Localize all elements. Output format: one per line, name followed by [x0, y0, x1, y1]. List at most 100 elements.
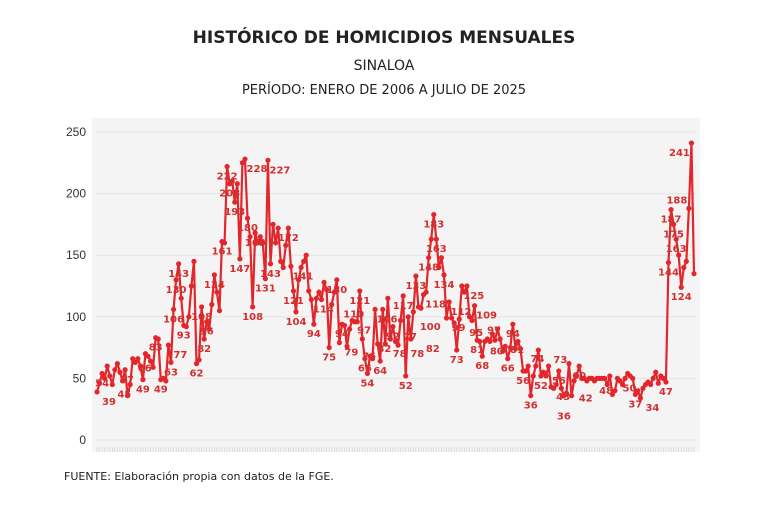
- data-label: 50: [623, 383, 637, 394]
- data-point: [535, 347, 541, 353]
- data-point: [313, 295, 320, 301]
- data-point: [237, 256, 243, 262]
- source-note: FUENTE: Elaboración propia con datos de …: [64, 470, 334, 483]
- data-point: [576, 363, 582, 369]
- data-label: 66: [138, 364, 152, 375]
- data-point: [449, 315, 455, 321]
- data-point: [285, 225, 291, 231]
- data-label: 147: [229, 264, 250, 275]
- data-label: 92: [386, 332, 400, 343]
- data-point: [663, 379, 669, 385]
- data-point: [648, 381, 654, 388]
- data-point: [545, 363, 552, 369]
- data-point: [390, 324, 396, 330]
- data-point: [306, 288, 312, 294]
- data-point: [196, 357, 202, 363]
- data-point: [301, 258, 307, 264]
- y-tick-label: 0: [79, 433, 86, 447]
- data-label: 52: [399, 381, 413, 392]
- data-label: 74: [530, 354, 544, 365]
- data-point: [104, 363, 110, 369]
- data-point: [523, 368, 529, 374]
- data-label: 68: [475, 361, 489, 372]
- data-label: 54: [95, 378, 109, 389]
- data-point: [280, 264, 286, 271]
- data-label: 43: [556, 392, 570, 403]
- data-label: 57: [120, 375, 134, 386]
- data-point: [512, 346, 519, 352]
- data-label: 94: [506, 329, 520, 340]
- data-point: [109, 381, 115, 388]
- data-point: [250, 304, 256, 310]
- data-point: [188, 283, 194, 289]
- data-point: [221, 240, 228, 246]
- data-label: 62: [190, 369, 204, 380]
- data-label: 97: [357, 325, 371, 336]
- data-point: [604, 381, 610, 388]
- data-label: 131: [255, 284, 276, 295]
- data-point: [265, 157, 271, 163]
- data-label: 208: [219, 189, 240, 200]
- data-point: [193, 361, 200, 367]
- y-tick-label: 50: [73, 371, 87, 385]
- data-point: [466, 314, 473, 320]
- data-point: [426, 255, 432, 261]
- data-label: 52: [534, 381, 548, 392]
- data-label: 100: [420, 322, 441, 333]
- data-point: [331, 289, 337, 295]
- data-label: 148: [418, 263, 439, 274]
- data-point: [214, 289, 220, 295]
- data-point: [622, 375, 628, 381]
- data-label: 112: [451, 307, 472, 318]
- data-label: 36: [524, 401, 538, 412]
- data-point: [678, 284, 684, 290]
- data-label: 73: [450, 355, 464, 366]
- data-label: 81: [510, 345, 524, 356]
- data-point: [528, 393, 534, 399]
- data-label: 66: [358, 364, 372, 375]
- data-point: [186, 314, 192, 320]
- data-point: [372, 306, 378, 313]
- data-point: [403, 373, 409, 379]
- data-point: [471, 303, 478, 309]
- data-point: [653, 369, 659, 375]
- data-point: [163, 378, 169, 384]
- data-point: [408, 336, 414, 342]
- data-point: [346, 326, 353, 332]
- data-point: [329, 301, 335, 308]
- data-label: 109: [476, 311, 497, 322]
- data-label: 130: [166, 285, 187, 296]
- data-point: [571, 378, 577, 384]
- data-label: 76: [362, 351, 376, 362]
- data-point: [270, 221, 276, 227]
- data-point: [183, 324, 189, 330]
- data-point: [229, 178, 235, 184]
- data-point: [673, 236, 679, 242]
- data-point: [176, 261, 182, 267]
- data-point: [392, 338, 399, 345]
- data-point: [451, 320, 457, 326]
- data-point: [497, 336, 503, 342]
- data-label: 77: [173, 350, 187, 361]
- data-point: [619, 381, 626, 388]
- data-label: 193: [224, 207, 245, 218]
- data-point: [382, 341, 388, 347]
- data-point: [540, 369, 547, 375]
- data-point: [298, 264, 304, 271]
- data-point: [609, 391, 615, 398]
- data-label: 63: [164, 367, 178, 378]
- data-label: 77: [403, 332, 417, 343]
- data-label: 78: [410, 349, 424, 360]
- data-point: [275, 225, 281, 231]
- data-point: [454, 347, 460, 353]
- data-label: 106: [377, 314, 398, 325]
- data-label: 54: [360, 378, 374, 389]
- y-tick-label: 200: [66, 187, 86, 201]
- data-point: [288, 263, 294, 269]
- data-point: [423, 289, 429, 295]
- data-point: [137, 363, 143, 369]
- data-point: [650, 375, 656, 381]
- data-label: 80: [490, 346, 504, 357]
- chart-title: HISTÓRICO DE HOMICIDIOS MENSUALES: [192, 28, 576, 48]
